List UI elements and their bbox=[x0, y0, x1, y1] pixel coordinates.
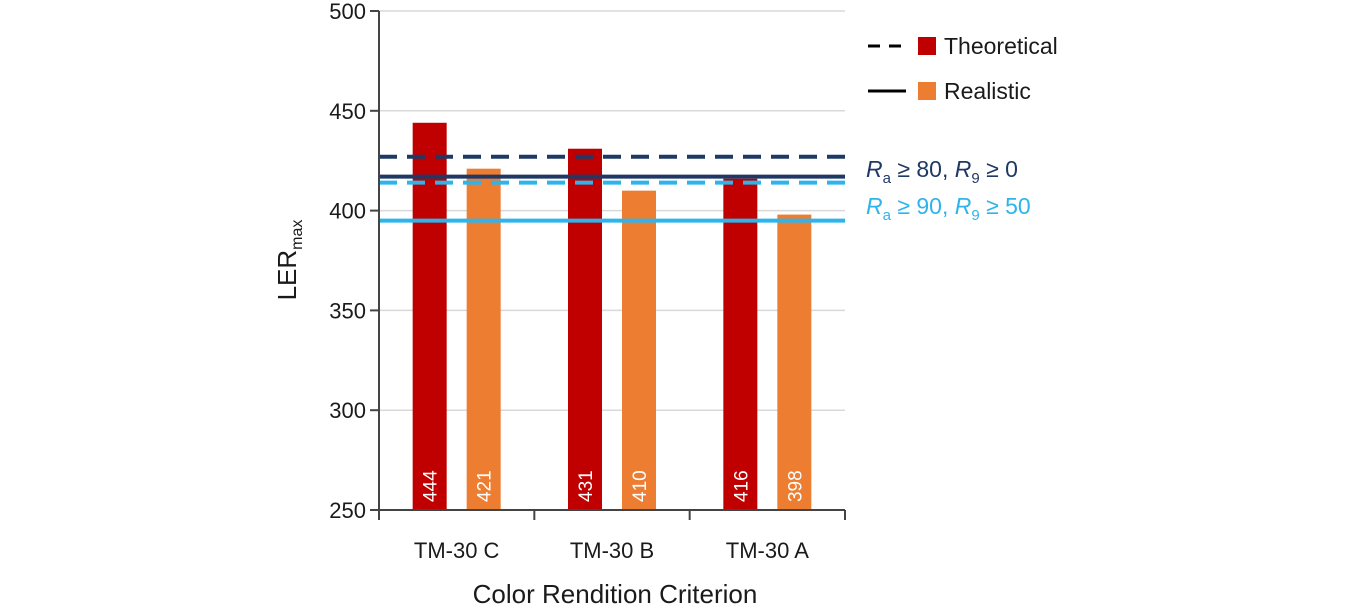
bar-realistic-2 bbox=[622, 190, 656, 510]
legend-label-realistic: Realistic bbox=[944, 78, 1031, 104]
y-tick-label-450: 450 bbox=[329, 99, 366, 124]
ref-label-ra80-part-1: a bbox=[883, 170, 892, 187]
y-ticks: 250 300 350 400 450 500 bbox=[329, 0, 379, 523]
reference-line-labels: Ra ≥ 80, R9 ≥ 0Ra ≥ 90, R9 ≥ 50 bbox=[866, 156, 1031, 224]
bars bbox=[412, 122, 812, 511]
ref-label-ra80-part-4: 9 bbox=[971, 170, 979, 187]
y-axis-title-subscript: max bbox=[289, 220, 306, 250]
ref-label-ra90-part-3: R bbox=[955, 193, 972, 219]
y-tick-label-400: 400 bbox=[329, 199, 366, 224]
ref-label-ra80-part-0: R bbox=[866, 156, 883, 182]
bar-label-realistic-3: 398 bbox=[785, 470, 806, 502]
ref-label-ra80-part-2: ≥ 80, bbox=[891, 156, 955, 182]
y-tick-label-250: 250 bbox=[329, 498, 366, 523]
bar-theoretical-3 bbox=[723, 178, 758, 510]
axes bbox=[378, 11, 845, 511]
y-tick-label-350: 350 bbox=[329, 298, 366, 323]
x-tick-label-3: TM-30 A bbox=[726, 538, 809, 563]
legend: Theoretical Realistic bbox=[868, 33, 1058, 104]
ref-label-ra90-part-5: ≥ 50 bbox=[980, 193, 1031, 219]
legend-swatch-theoretical bbox=[918, 37, 936, 55]
y-tick-label-500: 500 bbox=[329, 0, 366, 24]
bar-label-theoretical-1: 444 bbox=[421, 470, 442, 502]
bar-theoretical-2 bbox=[568, 148, 602, 510]
y-axis-title-main: LER bbox=[272, 250, 302, 301]
legend-swatch-realistic bbox=[918, 82, 936, 100]
x-ticks: TM-30 C TM-30 B TM-30 A bbox=[378, 510, 846, 563]
y-axis-title: LERmax bbox=[272, 220, 306, 301]
ref-label-ra90-part-1: a bbox=[883, 207, 892, 224]
gridlines bbox=[379, 10, 845, 411]
ref-label-ra90-part-0: R bbox=[866, 193, 883, 219]
bar-label-realistic-1: 421 bbox=[475, 470, 496, 502]
bar-label-theoretical-2: 431 bbox=[576, 470, 597, 502]
bar-label-theoretical-3: 416 bbox=[731, 470, 752, 502]
bar-theoretical-1 bbox=[412, 122, 447, 510]
ref-label-ra80-part-3: R bbox=[955, 156, 972, 182]
ref-label-ra90-part-2: ≥ 90, bbox=[891, 193, 955, 219]
ref-label-ra90: Ra ≥ 90, R9 ≥ 50 bbox=[866, 193, 1031, 224]
bar-realistic-3 bbox=[777, 214, 812, 511]
bar-realistic-1 bbox=[466, 168, 501, 510]
legend-label-theoretical: Theoretical bbox=[944, 33, 1058, 59]
reference-lines bbox=[379, 154, 845, 223]
x-axis-title: Color Rendition Criterion bbox=[473, 579, 758, 608]
x-tick-label-2: TM-30 B bbox=[570, 538, 654, 563]
ref-label-ra80-part-5: ≥ 0 bbox=[980, 156, 1018, 182]
bar-label-realistic-2: 410 bbox=[630, 470, 651, 502]
y-tick-label-300: 300 bbox=[329, 398, 366, 423]
ref-label-ra90-part-4: 9 bbox=[971, 207, 979, 224]
ref-label-ra80: Ra ≥ 80, R9 ≥ 0 bbox=[866, 156, 1018, 187]
x-tick-label-1: TM-30 C bbox=[414, 538, 500, 563]
bar-value-labels: 444 421 431 410 416 398 bbox=[421, 470, 807, 502]
